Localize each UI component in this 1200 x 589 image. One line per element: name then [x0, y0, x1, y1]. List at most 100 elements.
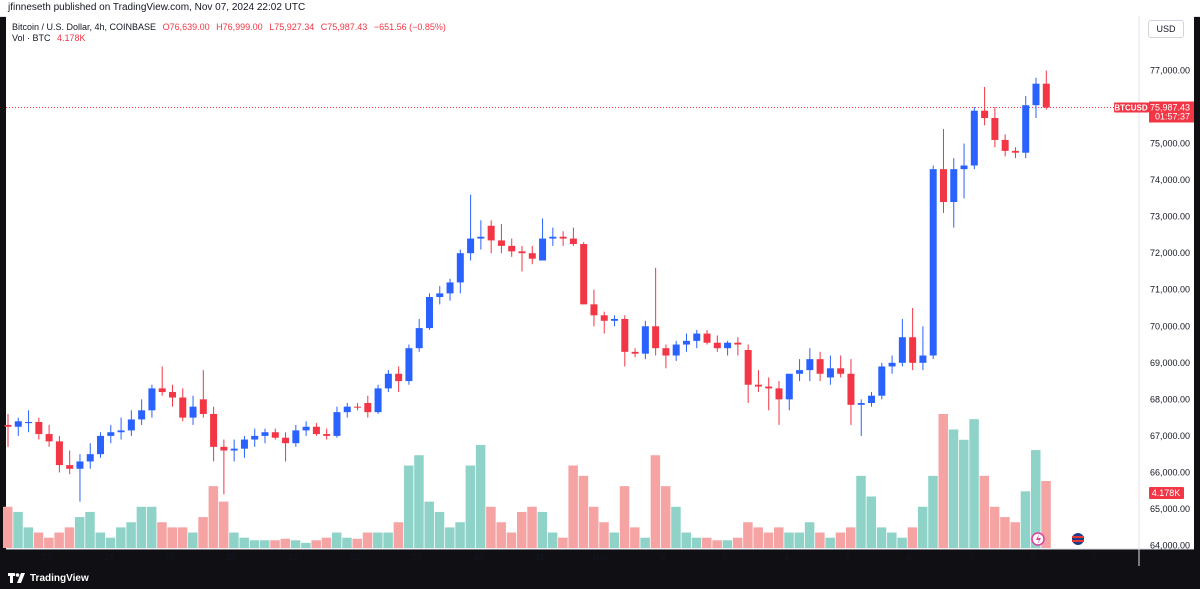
price-tick-label: 67,000.00	[1150, 431, 1190, 441]
volume-bar	[640, 537, 650, 548]
candle-body	[158, 388, 166, 393]
time-tick-label: 24	[104, 552, 114, 562]
price-tick-label: 70,000.00	[1150, 321, 1190, 331]
candle-body	[652, 326, 660, 349]
volume-bar	[311, 540, 321, 548]
volume-bar	[691, 537, 702, 548]
price-tick-label: 69,000.00	[1150, 358, 1190, 368]
volume-bar	[1020, 491, 1031, 548]
candle-body	[724, 342, 732, 349]
volume-bar	[424, 501, 434, 548]
candle-body	[240, 439, 248, 449]
candle-body	[611, 318, 619, 321]
volume-bar	[290, 540, 301, 548]
candle-body	[1022, 105, 1030, 153]
volume-bar	[1010, 522, 1020, 548]
volume-bar	[588, 506, 599, 548]
price-tick-label: 72,000.00	[1150, 248, 1190, 258]
candle-body	[302, 426, 310, 431]
candle-body	[86, 454, 94, 462]
candle-body	[1001, 139, 1009, 151]
candle-body	[682, 340, 690, 345]
tradingview-logo-text: TradingView	[30, 572, 89, 584]
time-tick-label: Nov	[593, 552, 610, 562]
candle-body	[929, 169, 937, 356]
candle-body	[333, 412, 341, 436]
volume-legend-label: Vol · BTC	[12, 33, 51, 43]
candle-body	[888, 362, 896, 367]
candle-body	[1032, 83, 1040, 106]
candle-body	[220, 446, 228, 451]
time-tick-label: 27	[288, 552, 298, 562]
candle-body	[960, 165, 968, 170]
candle-body	[446, 282, 454, 294]
last-price-label: 75,987.43	[1150, 102, 1190, 112]
volume-bar	[815, 532, 825, 548]
candle-body	[878, 366, 886, 396]
chart-pane[interactable]	[6, 16, 1194, 549]
candle-body	[251, 435, 259, 440]
candle-body	[991, 118, 999, 140]
candle-body	[395, 373, 403, 382]
volume-bar	[599, 522, 609, 548]
candle-body	[672, 344, 680, 356]
tradingview-logo[interactable]: TradingView	[8, 572, 89, 584]
time-tick-label: 9	[1092, 552, 1097, 562]
volume-bar	[239, 537, 249, 548]
candle-body	[847, 373, 855, 405]
candle-body	[189, 406, 197, 418]
candle-body	[539, 238, 547, 261]
volume-bar	[887, 532, 897, 548]
volume-bar	[743, 522, 753, 548]
volume-bar	[876, 527, 887, 548]
candle-body	[467, 238, 475, 254]
candle-body	[569, 238, 577, 245]
price-tick-label: 64,000.00	[1150, 541, 1190, 551]
candle-body	[898, 337, 906, 363]
candle-body	[816, 359, 824, 374]
time-tick-label: 7	[968, 552, 973, 562]
volume-bar	[959, 439, 969, 548]
volume-bar	[609, 532, 620, 548]
volume-legend-value: 4.178K	[57, 33, 86, 43]
volume-bar	[445, 527, 455, 548]
candle-body	[354, 406, 362, 408]
candle-body	[621, 318, 629, 352]
volume-bar	[13, 511, 23, 548]
volume-bar	[1041, 481, 1051, 548]
candle-body	[282, 437, 290, 444]
candle-body	[312, 426, 320, 435]
volume-bar	[116, 527, 126, 548]
candle-body	[662, 348, 670, 356]
volume-bar	[917, 506, 928, 548]
volume-bar	[465, 465, 476, 548]
volume-bar	[157, 522, 167, 548]
time-tick-label: 6	[907, 552, 912, 562]
volume-bar	[198, 517, 208, 548]
candle-body	[4, 424, 12, 427]
candle-body	[909, 337, 917, 363]
volume-bar	[167, 527, 177, 548]
volume-bar	[85, 511, 95, 548]
candlestick-chart[interactable]: 64,000.00 65,000.00 66,000.00 67,000.00 68,0…	[0, 0, 1200, 566]
volume-bar	[95, 532, 106, 548]
candle-body	[559, 236, 567, 239]
price-tick-label: 75,000.00	[1150, 139, 1190, 149]
volume-bar	[527, 506, 537, 548]
candle-body	[127, 419, 135, 431]
volume-bar	[979, 475, 990, 548]
currency-button[interactable]: USD	[1148, 20, 1184, 38]
candle-body	[477, 236, 485, 239]
volume-bar	[331, 532, 342, 548]
volume-tag-label: 4.178K	[1152, 488, 1181, 498]
candle-body	[549, 236, 557, 239]
volume-bar	[208, 486, 219, 548]
candle-body	[384, 373, 392, 389]
volume-bar	[393, 522, 404, 548]
candle-body	[436, 293, 444, 298]
volume-bar	[722, 540, 733, 548]
candle-body	[364, 403, 372, 413]
volume-bar	[23, 527, 34, 548]
volume-bar	[414, 455, 424, 548]
volume-bar	[681, 532, 691, 548]
